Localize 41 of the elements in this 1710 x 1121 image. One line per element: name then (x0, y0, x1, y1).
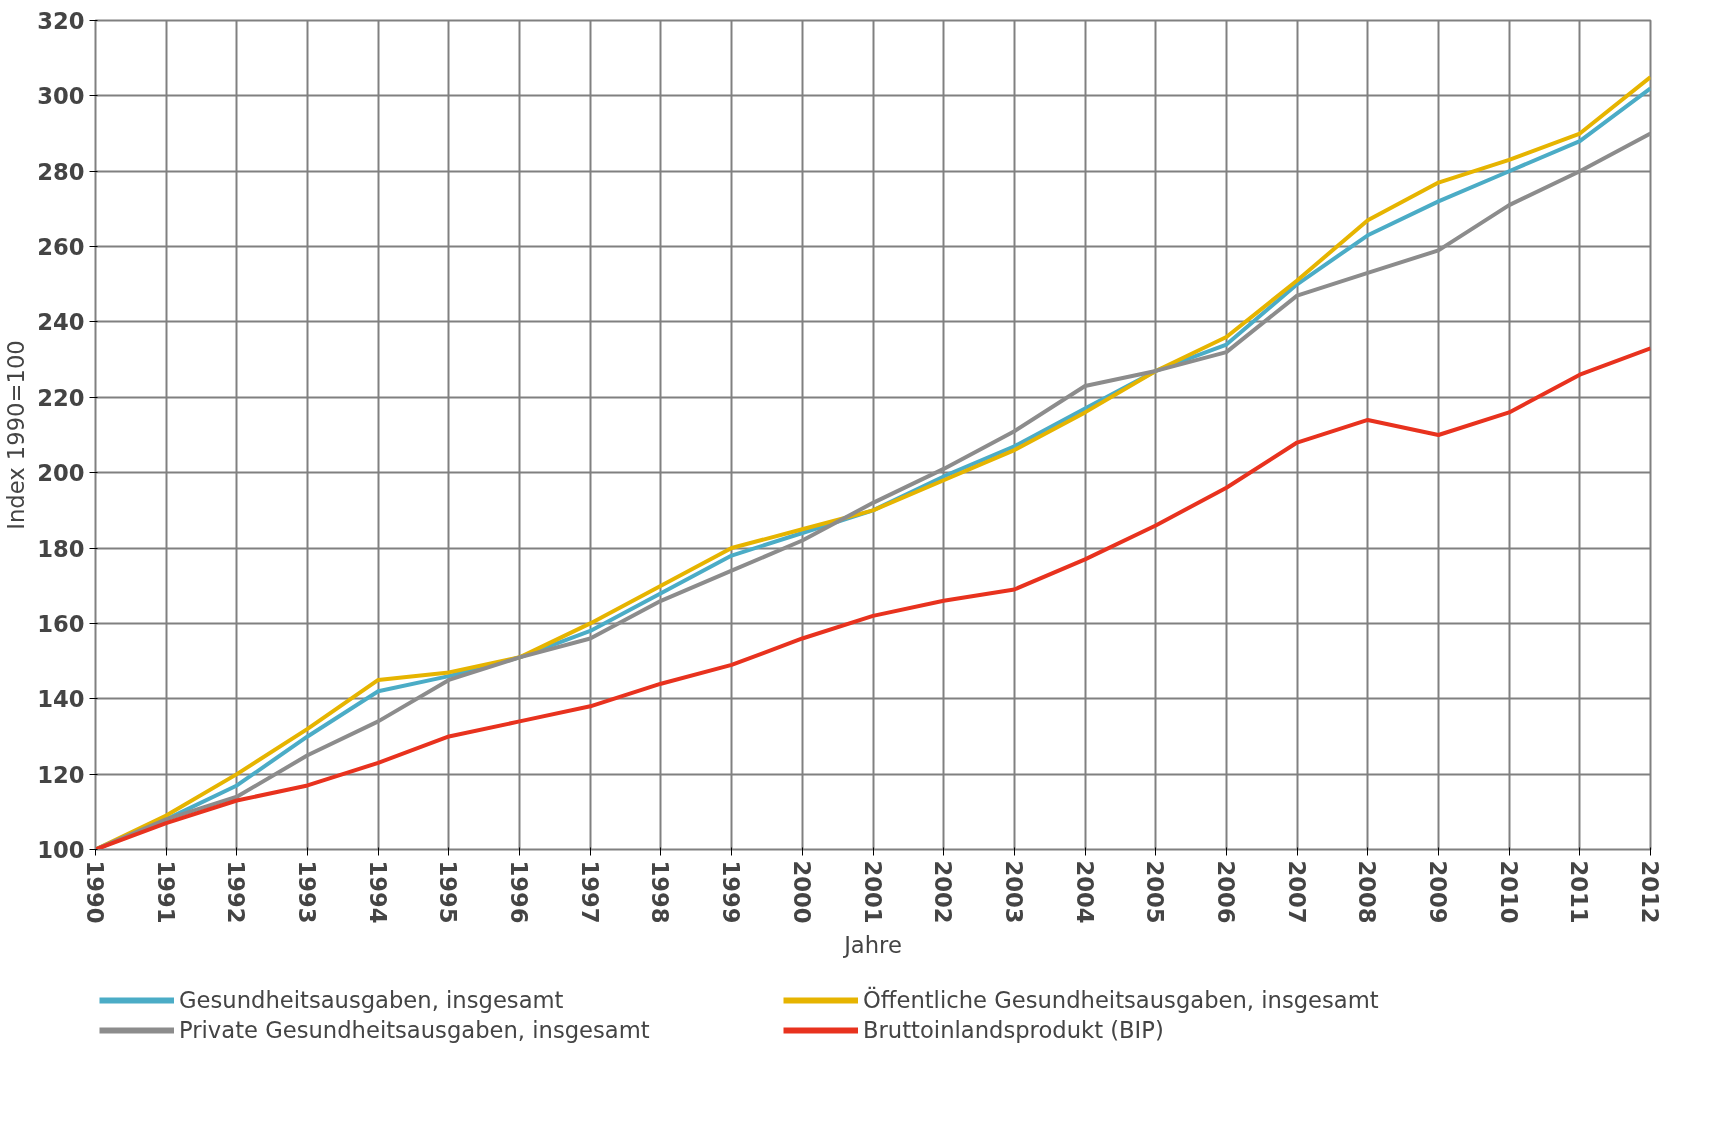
y-tick-label: 300 (37, 83, 85, 110)
y-tick-label: 240 (37, 309, 85, 336)
y-tick-label: 260 (37, 234, 85, 261)
x-axis-title: Jahre (842, 931, 902, 958)
x-tick-label: 2012 (1637, 860, 1663, 924)
y-tick-label: 160 (37, 610, 85, 637)
x-tick-label: 2005 (1142, 860, 1169, 924)
x-tick-label: 2003 (1000, 860, 1027, 924)
y-tick-label: 100 (37, 837, 85, 863)
y-tick-label: 320 (37, 8, 85, 34)
x-tick-label: 2010 (1495, 860, 1522, 924)
y-tick-label: 140 (37, 686, 85, 713)
x-tick-label: 2007 (1283, 860, 1310, 924)
x-tick-label: 1994 (364, 860, 391, 924)
x-tick-label: 2011 (1566, 860, 1593, 924)
legend-label: Bruttoinlandsprodukt (BIP) (863, 1017, 1165, 1043)
x-tick-label: 1992 (223, 860, 250, 924)
legend-label: Gesundheitsausgaben, insgesamt (179, 987, 565, 1013)
x-tick-label: 2004 (1071, 860, 1098, 924)
x-tick-label: 2001 (859, 860, 886, 924)
x-tick-label: 2009 (1424, 860, 1451, 924)
x-tick-label: 1996 (506, 860, 533, 924)
y-tick-label: 280 (37, 158, 85, 185)
x-tick-label: 1997 (576, 860, 603, 924)
x-tick-label: 1998 (647, 860, 674, 924)
y-tick-label: 220 (37, 384, 85, 411)
legend-label: Private Gesundheitsausgaben, insgesamt (179, 1017, 651, 1043)
y-tick-label: 180 (37, 535, 85, 562)
y-tick-label: 120 (37, 761, 85, 788)
y-axis-title: Index 1990=100 (3, 340, 30, 530)
x-tick-label: 1993 (294, 860, 321, 924)
x-tick-label: 2008 (1354, 860, 1381, 924)
x-tick-label: 2002 (930, 860, 957, 924)
x-tick-label: 1999 (718, 860, 745, 924)
y-tick-label: 200 (37, 460, 85, 487)
x-tick-label: 1991 (152, 860, 179, 924)
x-tick-label: 1995 (435, 860, 462, 924)
x-tick-label: 1990 (82, 860, 108, 924)
x-tick-label: 2000 (788, 860, 815, 924)
x-tick-label: 2006 (1212, 860, 1239, 924)
legend-label: Öffentliche Gesundheitsausgaben, insgesamt (863, 987, 1380, 1013)
